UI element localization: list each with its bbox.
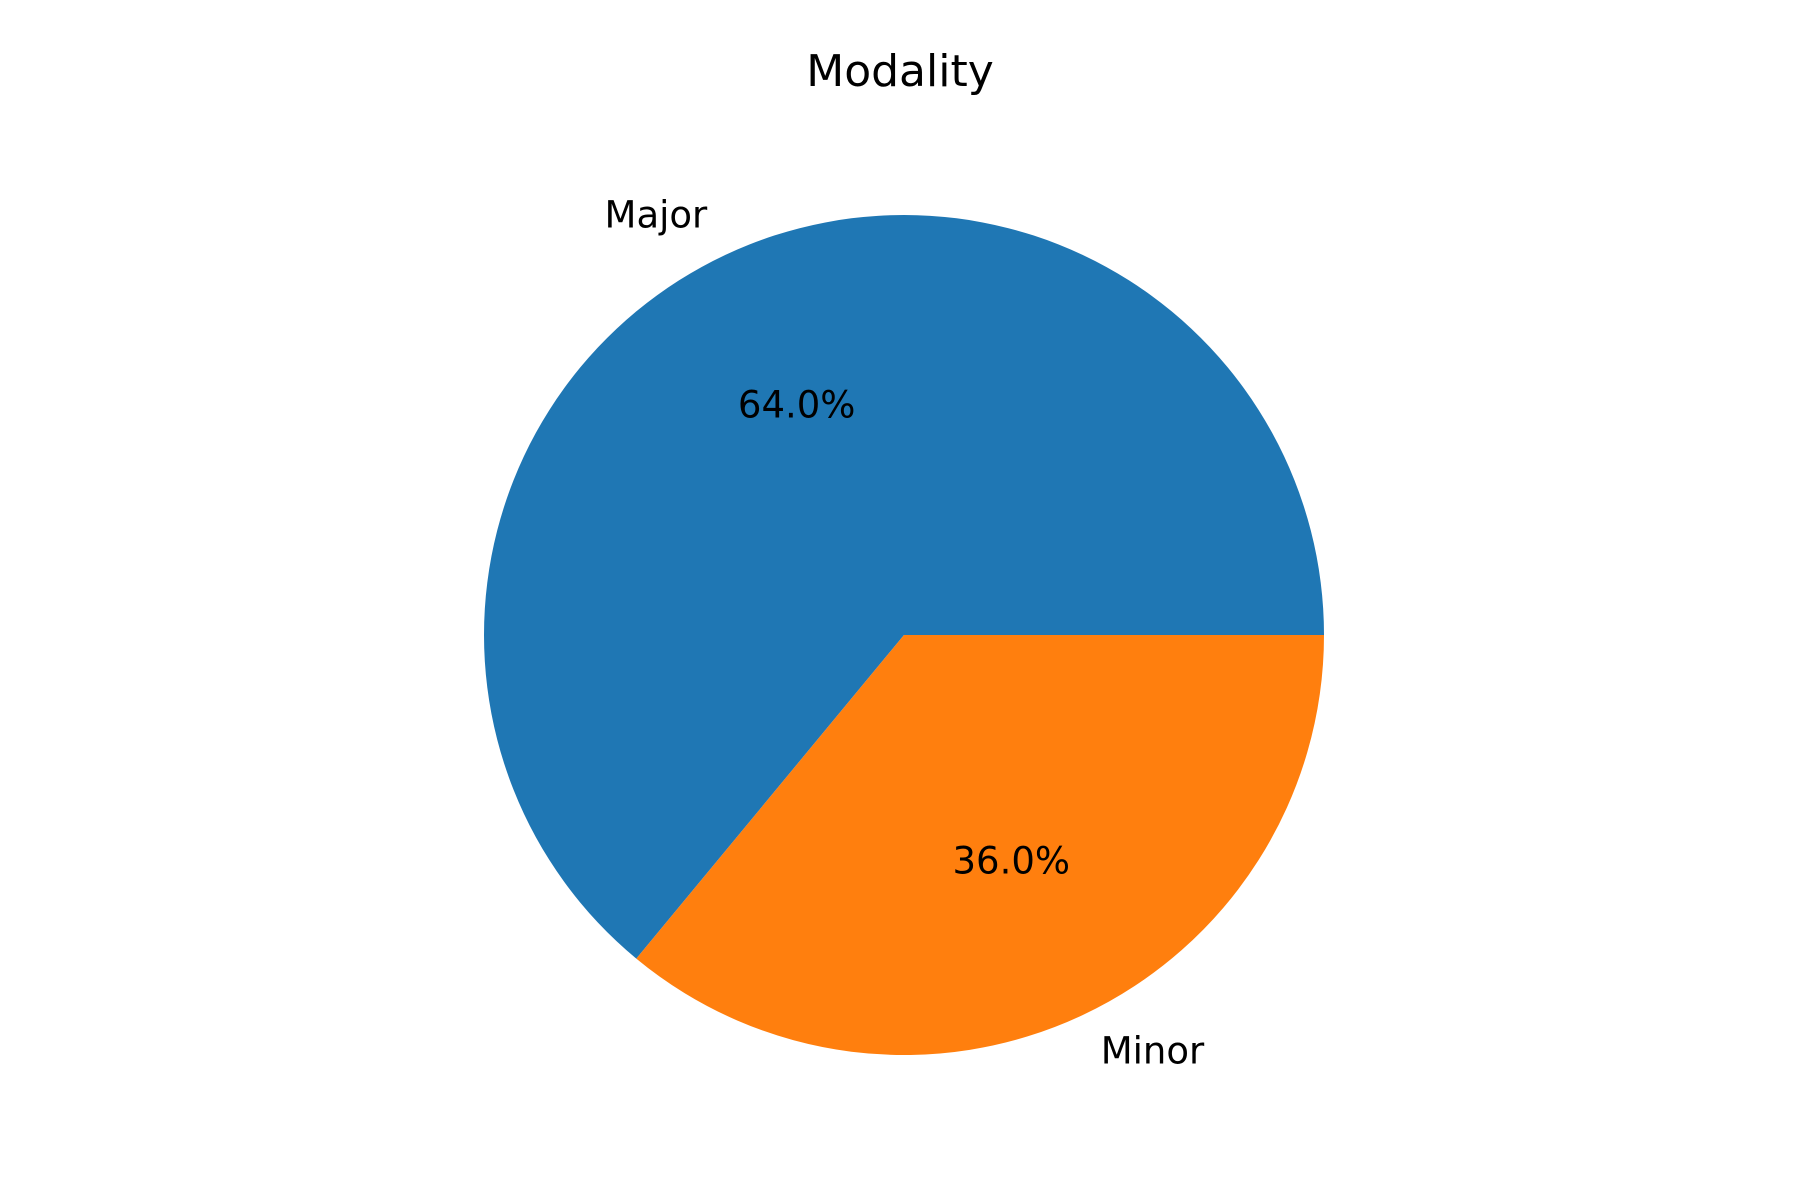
slice-label-major: Major — [605, 193, 709, 236]
pie-slice-major — [484, 215, 1324, 959]
pie-labels: Major 64.0% Minor 36.0% — [605, 193, 1205, 1072]
slice-percent-minor: 36.0% — [953, 840, 1071, 883]
pie-slices — [484, 215, 1324, 1056]
slice-label-minor: Minor — [1101, 1030, 1205, 1073]
pie-slice-minor — [636, 635, 1324, 1056]
slice-percent-major: 64.0% — [738, 383, 856, 426]
chart-title: Modality — [806, 46, 994, 97]
